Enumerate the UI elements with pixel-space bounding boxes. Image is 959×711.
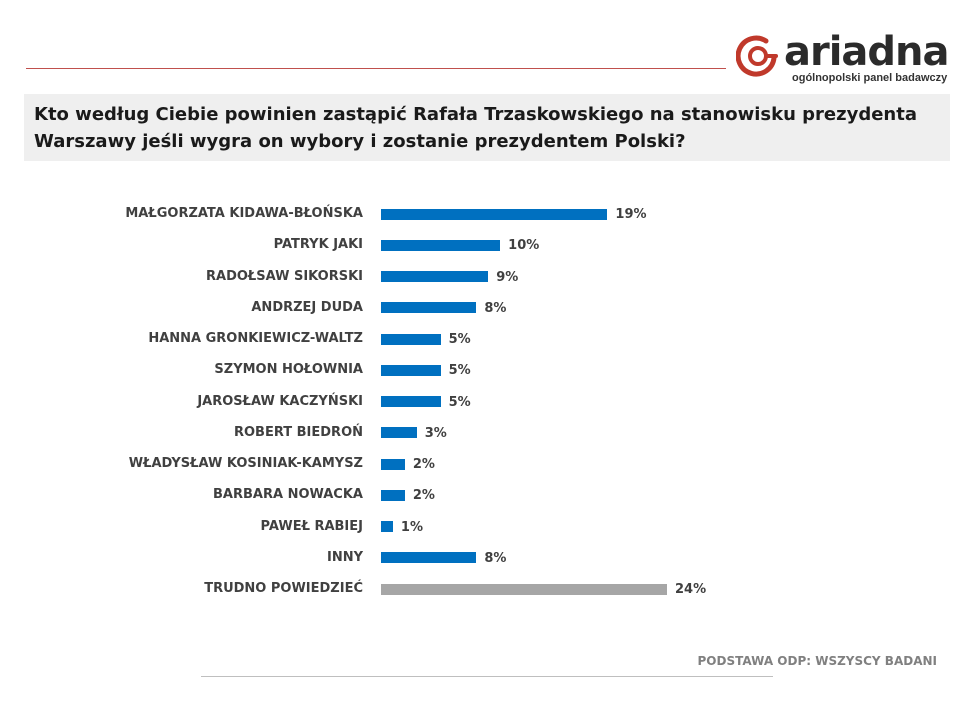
bar — [381, 333, 441, 345]
base-note: PODSTAWA ODP: WSZYSCY BADANI — [697, 654, 937, 668]
category-label: ANDRZEJ DUDA — [251, 299, 363, 315]
bar — [381, 208, 608, 220]
bar — [381, 489, 405, 501]
ariadna-logo-icon — [736, 35, 778, 77]
category-label: INNY — [326, 549, 363, 565]
value-label: 10% — [508, 238, 540, 254]
bar — [381, 552, 477, 564]
brand-logo: ariadna ogólnopolski panel badawczy — [734, 29, 950, 90]
bar — [381, 271, 489, 282]
category-label: PAWEŁ RABIEJ — [260, 518, 363, 534]
value-label: 2% — [412, 488, 435, 504]
value-label: 8% — [484, 300, 507, 316]
value-label: 2% — [412, 457, 435, 472]
bar — [381, 583, 667, 595]
category-label: MAŁGORZATA KIDAWA-BŁOŃSKA — [125, 206, 363, 221]
bar — [381, 364, 441, 376]
category-label: HANNA GRONKIEWICZ-WALTZ — [148, 331, 363, 346]
category-label: TRUDNO POWIEDZIEĆ — [204, 581, 363, 596]
bar — [381, 458, 405, 470]
value-label: 5% — [448, 363, 471, 379]
category-label: RADOŁSAW SIKORSKI — [206, 268, 363, 284]
category-label: PATRYK JAKI — [273, 237, 363, 253]
category-label: ROBERT BIEDROŃ — [233, 424, 363, 440]
value-label: 8% — [484, 550, 507, 566]
value-label: 9% — [496, 269, 519, 285]
bar — [381, 239, 501, 251]
bar — [381, 427, 417, 439]
value-label: 19% — [615, 207, 647, 222]
bar — [381, 302, 477, 314]
footer-divider — [201, 676, 773, 677]
category-label: SZYMON HOŁOWNIA — [214, 362, 363, 378]
bar — [381, 396, 441, 407]
value-label: 3% — [424, 425, 447, 441]
brand-tagline: ogólnopolski panel badawczy — [792, 72, 948, 84]
category-label: JAROSŁAW KACZYŃSKI — [197, 393, 363, 409]
value-label: 24% — [675, 582, 707, 597]
value-label: 5% — [448, 394, 471, 410]
header-divider — [26, 68, 726, 69]
value-label: 5% — [448, 332, 471, 347]
bar — [381, 521, 393, 532]
category-label: WŁADYSŁAW KOSINIAK-KAMYSZ — [128, 456, 363, 471]
category-label: BARBARA NOWACKA — [213, 487, 363, 503]
value-label: 1% — [400, 519, 423, 535]
brand-name: ariadna — [784, 29, 950, 75]
question-title: Kto według Ciebie powinien zastąpić Rafa… — [24, 94, 950, 161]
